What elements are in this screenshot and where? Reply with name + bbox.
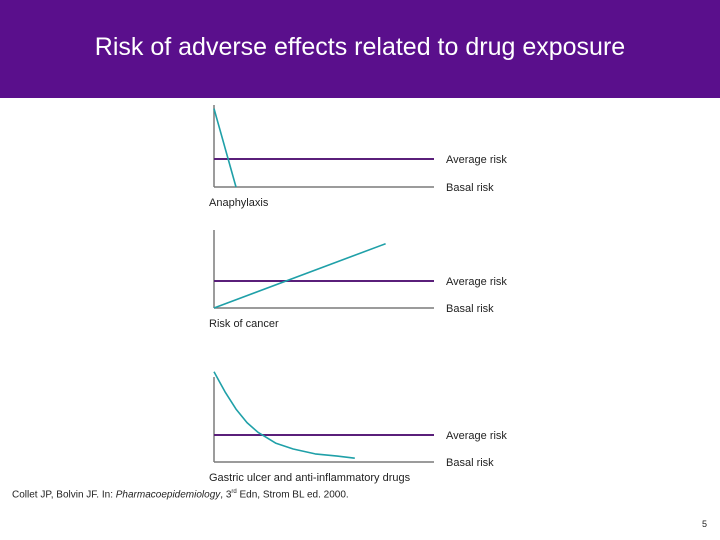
citation-suffix: Edn, Strom BL ed. 2000. (236, 489, 349, 501)
panel-label: Gastric ulcer and anti-inflammatory drug… (209, 472, 411, 484)
title-bar (0, 0, 720, 98)
basal-risk-label: Basal risk (446, 457, 494, 469)
slide-title: Risk of adverse effects related to drug … (94, 33, 626, 61)
cancer-risk-chart: Average risk Basal risk Risk of cancer (209, 230, 507, 330)
basal-risk-label: Basal risk (446, 303, 494, 315)
panel-label: Risk of cancer (209, 318, 279, 330)
page-number: 5 (701, 519, 707, 529)
average-risk-label: Average risk (446, 430, 507, 442)
panel-label: Anaphylaxis (209, 197, 269, 209)
citation-edition: , 3 (220, 489, 232, 501)
citation-prefix: Collet JP, Bolvin JF. In: (12, 489, 116, 501)
basal-risk-label: Basal risk (446, 182, 494, 194)
average-risk-label: Average risk (446, 154, 507, 166)
citation-book: Pharmacoepidemiology (115, 489, 221, 501)
anaphylaxis-chart: Average risk Basal risk Anaphylaxis (209, 105, 507, 209)
risk-curve (213, 371, 355, 459)
citation-edition-suffix: rd (231, 489, 237, 495)
gastric-ulcer-chart: Average risk Basal risk Gastric ulcer and … (209, 371, 507, 484)
average-risk-label: Average risk (446, 276, 507, 288)
citation: Collet JP, Bolvin JF. In: Pharmacoepidem… (12, 489, 349, 500)
risk-curve (213, 242, 386, 309)
risk-curve (213, 108, 237, 188)
